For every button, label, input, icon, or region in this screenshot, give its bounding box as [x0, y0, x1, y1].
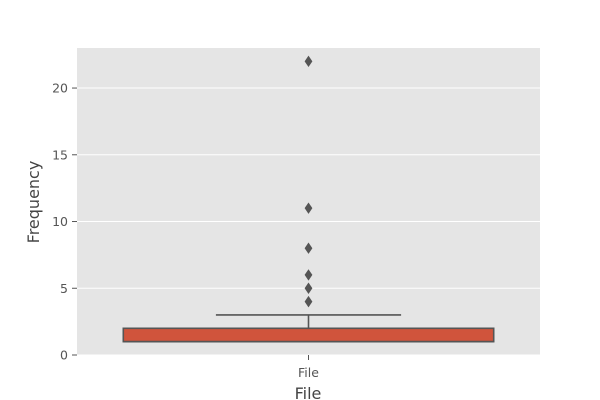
outlier-point: [304, 55, 313, 68]
outlier-point: [304, 295, 313, 308]
y-axis-title: Frequency: [24, 161, 43, 244]
iqr-box: [122, 327, 495, 343]
y-axis-ticks: 0 5 10 15 20: [52, 81, 77, 363]
y-tick-label: 15: [52, 147, 68, 162]
x-axis-title: File: [295, 384, 322, 400]
outlier-point: [304, 242, 313, 254]
y-tick-label: 0: [60, 348, 68, 363]
grid-lines: [77, 87, 540, 356]
plot-background: [77, 48, 540, 355]
outlier-point: [304, 282, 313, 294]
x-axis-ticks: File: [298, 355, 319, 380]
x-tick-label: File: [298, 365, 319, 380]
outlier-point: [304, 269, 313, 281]
y-tick-label: 5: [60, 281, 68, 296]
outlier-point: [304, 202, 313, 214]
boxes: [122, 55, 495, 343]
y-tick-label: 20: [52, 81, 68, 96]
y-tick-label: 10: [52, 214, 68, 229]
